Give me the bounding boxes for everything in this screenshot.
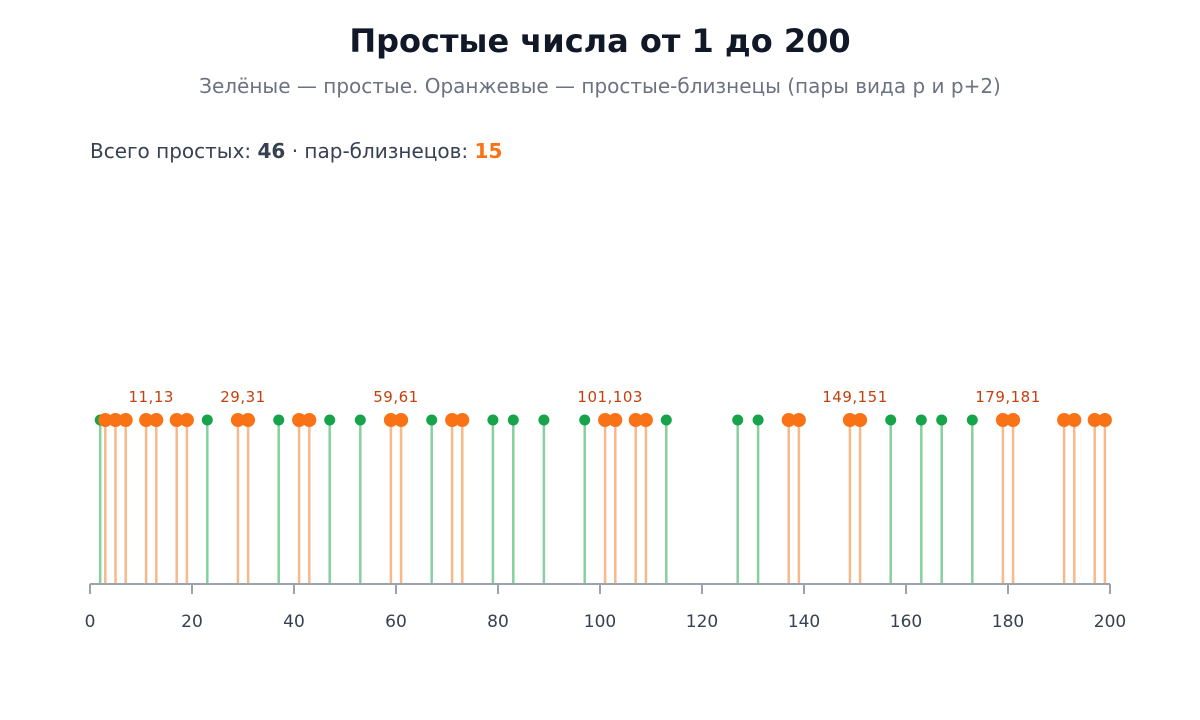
twin-prime-point bbox=[638, 413, 653, 427]
prime-point bbox=[915, 414, 927, 426]
prime-point bbox=[579, 414, 591, 426]
primes-count-value: 46 bbox=[257, 139, 286, 163]
x-tick-label: 80 bbox=[487, 612, 509, 632]
twin-prime-point bbox=[445, 413, 460, 427]
twin-prime-point bbox=[292, 413, 307, 427]
prime-point bbox=[201, 414, 213, 426]
stems-layer bbox=[98, 420, 1107, 584]
twin-pair-annotation: 11,13 bbox=[128, 388, 173, 406]
prime-point bbox=[936, 414, 948, 426]
twin-prime-point bbox=[383, 413, 398, 427]
twin-prime-point bbox=[118, 413, 133, 427]
prime-point bbox=[426, 414, 438, 426]
twin-prime-point bbox=[169, 413, 184, 427]
x-tick-label: 120 bbox=[686, 612, 718, 632]
x-tick-label: 100 bbox=[584, 612, 616, 632]
x-tick-label: 160 bbox=[890, 612, 922, 632]
points-layer bbox=[94, 413, 1112, 427]
twin-pair-annotation: 179,181 bbox=[975, 388, 1041, 406]
twin-prime-point bbox=[1067, 413, 1082, 427]
chart-subtitle: Зелёные — простые. Оранжевые — простые-б… bbox=[199, 74, 1001, 98]
prime-point bbox=[354, 414, 366, 426]
stats-line: Всего простых: 46 · пар-близнецов: 15 bbox=[90, 139, 502, 163]
x-tick-label: 40 bbox=[283, 612, 305, 632]
twin-prime-point bbox=[302, 413, 317, 427]
annotations-layer: 11,13 29,31 59,61 101,103 149,151 179,181 bbox=[128, 388, 1040, 406]
twin-prime-point bbox=[455, 413, 470, 427]
twin-prime-point bbox=[241, 413, 256, 427]
x-tick-label: 0 bbox=[85, 612, 96, 632]
twin-prime-point bbox=[791, 413, 806, 427]
twin-prime-point bbox=[108, 413, 123, 427]
prime-point bbox=[273, 414, 285, 426]
twin-prime-point bbox=[1087, 413, 1102, 427]
prime-point bbox=[885, 414, 897, 426]
prime-point bbox=[660, 414, 672, 426]
twin-prime-point bbox=[1097, 413, 1112, 427]
x-tick-label: 180 bbox=[992, 612, 1024, 632]
twin-prime-point bbox=[179, 413, 194, 427]
twin-pair-annotation: 29,31 bbox=[220, 388, 265, 406]
prime-point bbox=[732, 414, 744, 426]
twin-prime-point bbox=[230, 413, 245, 427]
prime-point bbox=[487, 414, 499, 426]
twins-count-value: 15 bbox=[474, 139, 503, 163]
twin-prime-point bbox=[394, 413, 409, 427]
twin-prime-point bbox=[598, 413, 613, 427]
x-tick-label: 20 bbox=[181, 612, 203, 632]
twin-prime-point bbox=[1057, 413, 1072, 427]
x-axis: 0 20 40 60 80 100 120 140 160 180 200 bbox=[85, 583, 1126, 632]
x-tick-label: 200 bbox=[1094, 612, 1126, 632]
twin-prime-point bbox=[995, 413, 1010, 427]
twins-count-label: · пар-близнецов: bbox=[285, 139, 475, 163]
twin-prime-point bbox=[1006, 413, 1021, 427]
twin-pair-annotation: 149,151 bbox=[822, 388, 888, 406]
chart-title: Простые числа от 1 до 200 bbox=[349, 22, 851, 60]
twin-prime-point bbox=[628, 413, 643, 427]
twin-pair-annotation: 101,103 bbox=[577, 388, 643, 406]
prime-point bbox=[966, 414, 978, 426]
twin-prime-point bbox=[139, 413, 154, 427]
twin-prime-point bbox=[781, 413, 796, 427]
twin-pair-annotation: 59,61 bbox=[373, 388, 418, 406]
prime-point bbox=[538, 414, 550, 426]
twin-prime-point bbox=[608, 413, 623, 427]
prime-point bbox=[324, 414, 336, 426]
prime-point bbox=[507, 414, 519, 426]
twin-prime-point bbox=[853, 413, 868, 427]
prime-point bbox=[752, 414, 764, 426]
twin-prime-point bbox=[149, 413, 164, 427]
primes-count-label: Всего простых: bbox=[90, 139, 258, 163]
x-tick-label: 60 bbox=[385, 612, 407, 632]
twin-prime-point bbox=[842, 413, 857, 427]
twin-prime-point bbox=[98, 413, 113, 427]
x-tick-label: 140 bbox=[788, 612, 820, 632]
